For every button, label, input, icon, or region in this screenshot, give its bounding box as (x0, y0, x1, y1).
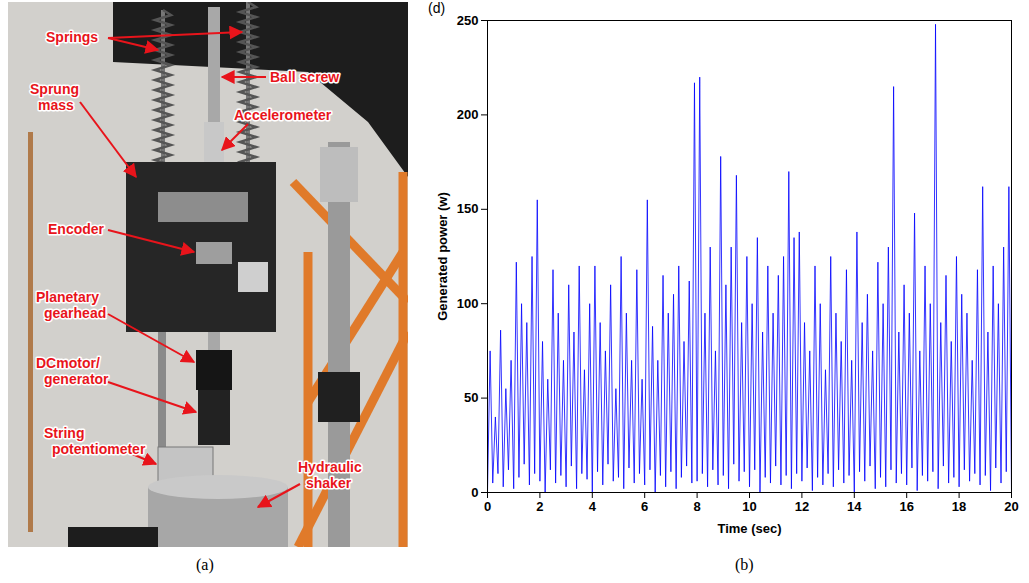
svg-text:50: 50 (464, 390, 478, 405)
html-text:(a): (a) (196, 556, 214, 573)
svg-text:18: 18 (952, 499, 966, 514)
svg-text:Ball screw: Ball screw (270, 69, 339, 85)
svg-text:Sprungmass: Sprungmass (30, 81, 79, 113)
svg-text:Springs: Springs (46, 29, 98, 45)
svg-text:Planetarygearhead: Planetarygearhead (36, 289, 106, 321)
svg-text:14: 14 (847, 499, 862, 514)
html-text:(d): (d) (428, 0, 446, 16)
svg-text:0: 0 (471, 485, 478, 500)
html-text:(b): (b) (735, 556, 754, 573)
svg-text:12: 12 (795, 499, 809, 514)
svg-text:150: 150 (457, 201, 479, 216)
svg-text:Hydraulicshaker: Hydraulicshaker (298, 459, 362, 491)
svg-text:4: 4 (589, 499, 597, 514)
svg-text:Generated power (w): Generated power (w) (435, 192, 450, 321)
svg-text:8: 8 (693, 499, 700, 514)
svg-text:Stringpotentiometer: Stringpotentiometer (44, 425, 146, 457)
svg-text:Encoder: Encoder (48, 221, 105, 237)
svg-text:Time (sec): Time (sec) (717, 521, 781, 536)
svg-text:100: 100 (457, 296, 479, 311)
svg-text:DCmotor/generator: DCmotor/generator (36, 355, 109, 387)
svg-text:Accelerometer: Accelerometer (234, 107, 332, 123)
svg-text:0: 0 (484, 499, 491, 514)
svg-text:2: 2 (536, 499, 543, 514)
svg-text:10: 10 (742, 499, 756, 514)
svg-text:6: 6 (641, 499, 648, 514)
svg-text:200: 200 (457, 107, 479, 122)
svg-text:20: 20 (1004, 499, 1018, 514)
svg-text:16: 16 (899, 499, 913, 514)
svg-text:250: 250 (457, 13, 479, 28)
